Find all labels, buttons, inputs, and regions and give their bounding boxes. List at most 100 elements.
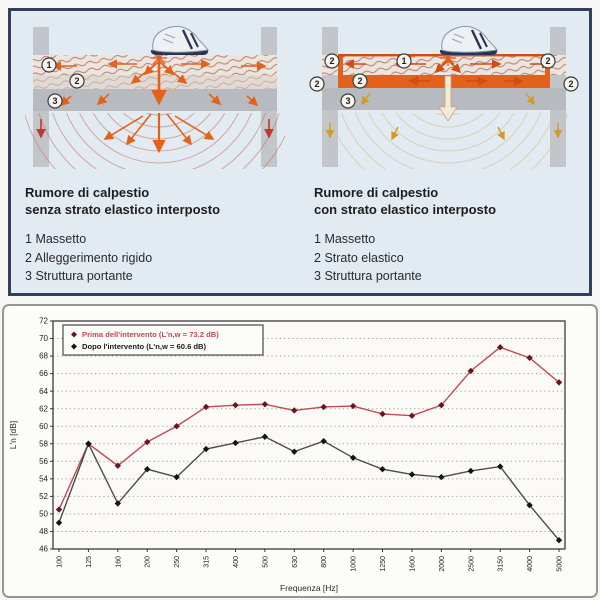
y-tick-label: 48 <box>39 527 48 536</box>
series-marker-0 <box>291 407 298 414</box>
x-tick-label: 200 <box>145 556 152 568</box>
circled-number-label: 2 <box>545 56 550 66</box>
circled-number-label: 2 <box>568 79 573 89</box>
series-marker-1 <box>202 445 210 453</box>
y-tick-label: 52 <box>39 492 48 501</box>
series-marker-0 <box>467 367 474 375</box>
elastic-edge-strip-right <box>545 55 550 88</box>
series-marker-0 <box>55 506 63 513</box>
circled-number-label: 2 <box>357 76 362 86</box>
title-line-2: con strato elastico interposto <box>314 201 497 217</box>
frequency-response-chart: 46 48 50 52 54 56 58 60 62 64 66 68 70 72 100 125 160 200… <box>8 317 566 593</box>
series-marker-0 <box>232 401 239 409</box>
legend-item: 3 Struttura portante <box>25 267 296 286</box>
circled-number-label: 1 <box>401 56 406 66</box>
shoe-icon <box>439 25 498 55</box>
x-tick-label: 160 <box>115 556 122 568</box>
circled-number-label: 3 <box>52 96 57 106</box>
circled-number-icon <box>41 57 57 73</box>
legend-marker-icon <box>71 343 77 350</box>
legend-item: 2 Strato elastico <box>314 249 585 268</box>
y-tick-label: 64 <box>39 387 48 396</box>
circled-number-icon <box>396 53 412 69</box>
series-marker-0 <box>202 403 210 411</box>
x-tick-label: 125 <box>86 556 93 568</box>
layer-strato-elastico <box>338 75 550 88</box>
chart-legend-box <box>62 324 264 356</box>
layer-struttura-portante <box>322 88 566 110</box>
x-tick-label: 630 <box>292 556 299 568</box>
circled-number-label: 2 <box>329 56 334 66</box>
series-marker-1 <box>349 454 357 461</box>
y-tick-label: 50 <box>39 510 48 519</box>
impact-noise-chart-panel: 46 48 50 52 54 56 58 60 62 64 66 68 70 72 100 125 160 200… <box>2 304 598 598</box>
legend-marker-icon <box>71 331 77 338</box>
series-marker-0 <box>438 401 445 409</box>
layer-number-markers: 1 2 3 <box>41 57 85 109</box>
x-tick-label: 315 <box>204 556 211 568</box>
legend-item: 2 Alleggerimento rigido <box>25 249 296 268</box>
circled-number-icon <box>340 93 356 109</box>
y-tick-label: 62 <box>39 404 48 413</box>
title-line-2: senza strato elastico interposto <box>25 201 221 217</box>
y-axis-title: L'n [dB] <box>8 421 18 450</box>
y-tick-label: 70 <box>39 334 48 343</box>
wall-transmission-arrows <box>36 119 274 139</box>
attenuated-down-arrow <box>438 75 458 122</box>
series-marker-1 <box>526 501 533 509</box>
diagram-title-left: Rumore di calpestio senza strato elastic… <box>25 185 296 219</box>
x-tick-label: 1000 <box>351 556 358 572</box>
y-tick-label: 60 <box>39 422 48 431</box>
circled-number-icon <box>540 53 556 69</box>
series-marker-0 <box>349 402 357 410</box>
legend-label: Massetto <box>324 231 376 246</box>
series-marker-1 <box>408 471 416 478</box>
x-axis-title: Frequenza [Hz] <box>280 583 338 593</box>
layer-number-markers: 2 1 22 223 <box>309 53 579 109</box>
floor-cross-section-no-elastic: 1 2 3 <box>25 25 285 169</box>
shoe-icon <box>150 25 209 55</box>
series-marker-0 <box>320 403 327 411</box>
x-tick-label: 3150 <box>498 556 505 572</box>
circled-number-icon <box>69 73 85 89</box>
x-tick-label: 4000 <box>527 556 534 572</box>
title-line-1: Rumore di calpestio <box>314 185 439 200</box>
floor-cross-section-with-elastic: 2 1 22 223 <box>309 25 579 169</box>
x-tick-label: 400 <box>233 556 240 568</box>
legend-item: 3 Struttura portante <box>314 267 585 286</box>
circled-number-label: 2 <box>74 76 79 86</box>
x-tick-label: 2000 <box>439 556 446 572</box>
title-line-1: Rumore di calpestio <box>25 185 150 200</box>
series-marker-1 <box>114 500 122 507</box>
legend-item: 1 Massetto <box>25 230 296 249</box>
y-tick-label: 54 <box>39 474 48 483</box>
circled-number-label: 1 <box>46 60 51 70</box>
circled-number-icon <box>47 93 63 109</box>
series-marker-1 <box>261 433 269 440</box>
series-marker-0 <box>144 438 151 446</box>
series-marker-0 <box>555 379 563 386</box>
circled-number-label: 3 <box>345 96 350 106</box>
series-marker-1 <box>144 466 151 473</box>
x-tick-label: 2500 <box>468 556 475 572</box>
impact-noise-arrows <box>51 59 267 154</box>
y-tick-label: 68 <box>39 352 48 361</box>
legend-num: 1 <box>25 231 32 246</box>
y-tick-label: 66 <box>39 369 48 378</box>
chart-legend-entry: Dopo l'intervento (L'n,w = 60.6 dB) <box>82 342 207 351</box>
series-line-1 <box>58 436 560 541</box>
series-marker-1 <box>467 467 474 475</box>
residual-noise-arrows <box>325 92 563 141</box>
circled-number-icon <box>563 76 579 92</box>
legend-num: 3 <box>25 269 32 284</box>
series-marker-0 <box>379 410 386 418</box>
x-tick-label: 500 <box>262 556 269 568</box>
series-marker-0 <box>526 354 533 362</box>
legend-num: 1 <box>314 231 321 246</box>
alleggerimento-wave-texture <box>33 75 277 89</box>
series-marker-1 <box>496 463 504 470</box>
legend-label: Struttura portante <box>324 269 422 284</box>
x-tick-label: 5000 <box>557 556 564 572</box>
legend-item: 1 Massetto <box>314 230 585 249</box>
